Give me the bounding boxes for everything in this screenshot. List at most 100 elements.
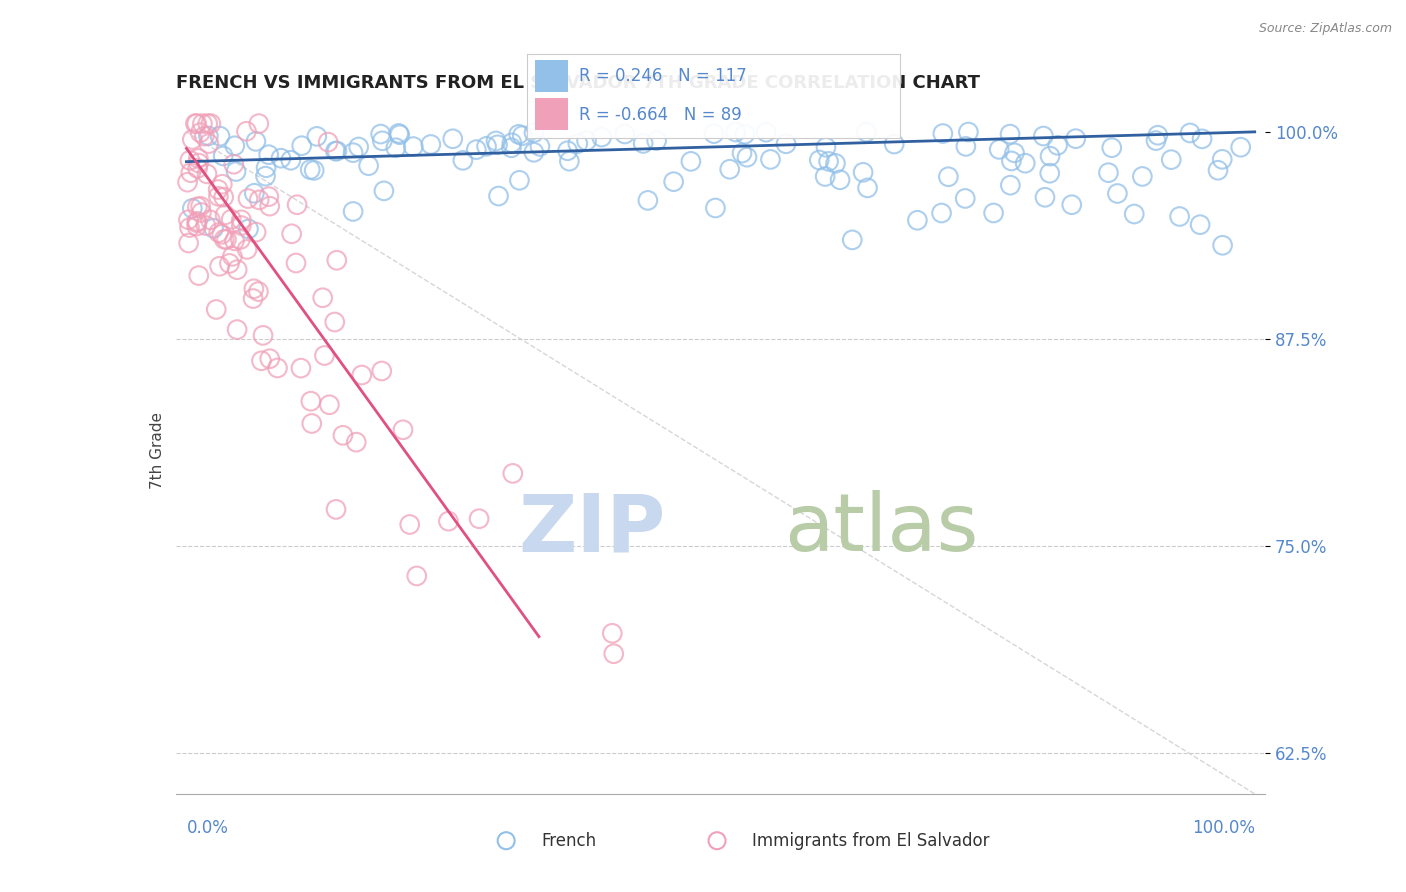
Point (703, 127, 725, 141)
Point (291, 138, 314, 153)
Point (1212, 238, 1234, 252)
Point (529, 139, 551, 153)
Point (190, 199, 212, 213)
Point (824, 156, 846, 170)
Point (856, 181, 879, 195)
Point (259, 199, 281, 213)
Point (983, 206, 1005, 220)
Point (231, 219, 253, 233)
Point (207, 189, 229, 203)
Point (706, 833, 728, 847)
Point (1107, 186, 1129, 201)
Point (332, 428, 354, 442)
Point (1064, 131, 1087, 145)
Point (212, 232, 235, 246)
Point (523, 145, 546, 160)
Point (243, 186, 266, 201)
Point (195, 167, 218, 181)
Point (252, 328, 274, 343)
Point (208, 226, 231, 240)
Point (388, 127, 411, 141)
Point (190, 205, 212, 219)
Point (186, 219, 208, 233)
Point (215, 232, 238, 246)
Point (323, 315, 346, 329)
Point (591, 130, 613, 145)
Point (254, 169, 277, 183)
Point (226, 322, 249, 336)
Point (316, 135, 339, 149)
Point (718, 162, 741, 177)
Point (224, 138, 246, 153)
Point (197, 117, 219, 131)
Point (508, 128, 530, 142)
Point (998, 127, 1021, 141)
Point (437, 514, 460, 528)
Point (357, 159, 380, 173)
Point (242, 292, 264, 306)
Point (392, 423, 415, 437)
Point (212, 149, 235, 163)
Point (631, 136, 654, 151)
Bar (534, 61, 568, 92)
Point (724, 125, 747, 139)
Point (814, 140, 837, 154)
Point (177, 212, 200, 227)
Point (1211, 153, 1233, 167)
Point (1189, 218, 1212, 232)
Point (299, 394, 322, 409)
Point (236, 192, 259, 206)
Point (495, 833, 517, 847)
Point (523, 126, 546, 140)
Point (486, 137, 509, 152)
Point (388, 128, 411, 142)
Point (603, 647, 626, 661)
Point (280, 227, 302, 241)
Point (214, 208, 236, 222)
Point (1039, 149, 1062, 163)
Point (326, 144, 349, 158)
Point (955, 139, 977, 153)
Point (731, 146, 754, 161)
Point (1014, 156, 1036, 170)
Point (419, 137, 441, 152)
Point (208, 259, 231, 273)
Text: Source: ZipAtlas.com: Source: ZipAtlas.com (1258, 22, 1392, 36)
Point (645, 134, 668, 148)
Point (485, 134, 508, 148)
Point (855, 125, 877, 139)
Point (1039, 166, 1062, 180)
Point (1033, 190, 1056, 204)
Point (883, 136, 905, 151)
Point (226, 262, 249, 277)
Point (212, 190, 235, 204)
Point (347, 140, 370, 154)
Point (350, 368, 373, 382)
Point (344, 435, 367, 450)
Point (575, 134, 598, 148)
Point (501, 141, 523, 155)
Point (1060, 198, 1083, 212)
Point (186, 214, 208, 228)
Text: R = -0.664   N = 89: R = -0.664 N = 89 (579, 105, 742, 123)
Point (285, 198, 308, 212)
Point (905, 213, 928, 227)
Point (759, 153, 782, 167)
Point (181, 132, 204, 146)
Point (704, 201, 727, 215)
Point (302, 163, 325, 178)
Point (187, 156, 209, 170)
Text: FRENCH VS IMMIGRANTS FROM EL SALVADOR 7TH GRADE CORRELATION CHART: FRENCH VS IMMIGRANTS FROM EL SALVADOR 7T… (176, 74, 980, 92)
Point (191, 117, 214, 131)
Point (245, 225, 267, 239)
Point (326, 253, 349, 268)
Point (371, 364, 394, 378)
Point (245, 135, 267, 149)
Point (197, 136, 219, 151)
Point (398, 517, 420, 532)
Point (371, 134, 394, 148)
Point (342, 145, 364, 160)
Point (181, 202, 204, 216)
Point (194, 219, 217, 233)
Point (224, 234, 246, 248)
